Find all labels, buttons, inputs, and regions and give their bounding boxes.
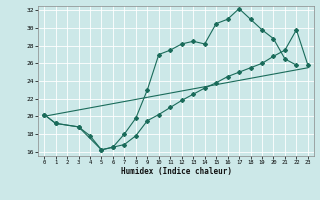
X-axis label: Humidex (Indice chaleur): Humidex (Indice chaleur)	[121, 167, 231, 176]
